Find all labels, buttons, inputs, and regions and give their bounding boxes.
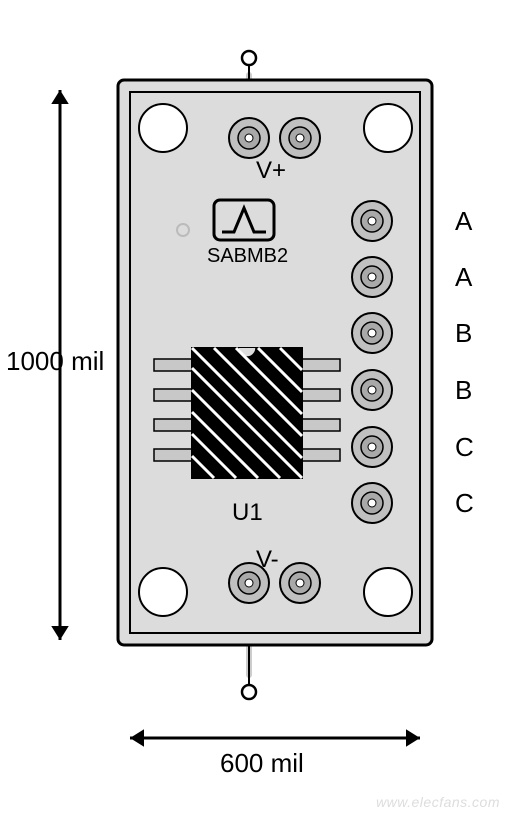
vplus-label: V+ [256,157,286,184]
svg-text:A: A [455,262,473,292]
svg-text:A: A [455,206,473,236]
pcb-diagram: V+ V- AABBCC SABMB2 U1 1000 mil 600 mil [0,0,508,818]
vertical-dim-label: 1000 mil [6,346,104,376]
horizontal-dimension [130,729,420,747]
vminus-label: V- [256,546,279,573]
right-signal-labels: AABBCC [455,206,474,518]
board-partnum-label: SABMB2 [207,245,288,267]
svg-text:B: B [455,318,472,348]
horizontal-dim-label: 600 mil [220,748,304,778]
watermark-text: www.elecfans.com [376,794,500,810]
svg-text:C: C [455,488,474,518]
svg-text:B: B [455,375,472,405]
small-via [177,224,189,236]
svg-text:C: C [455,432,474,462]
ic-refdes-label: U1 [232,499,263,526]
diagram-container: V+ V- AABBCC SABMB2 U1 1000 mil 600 mil [0,0,508,818]
